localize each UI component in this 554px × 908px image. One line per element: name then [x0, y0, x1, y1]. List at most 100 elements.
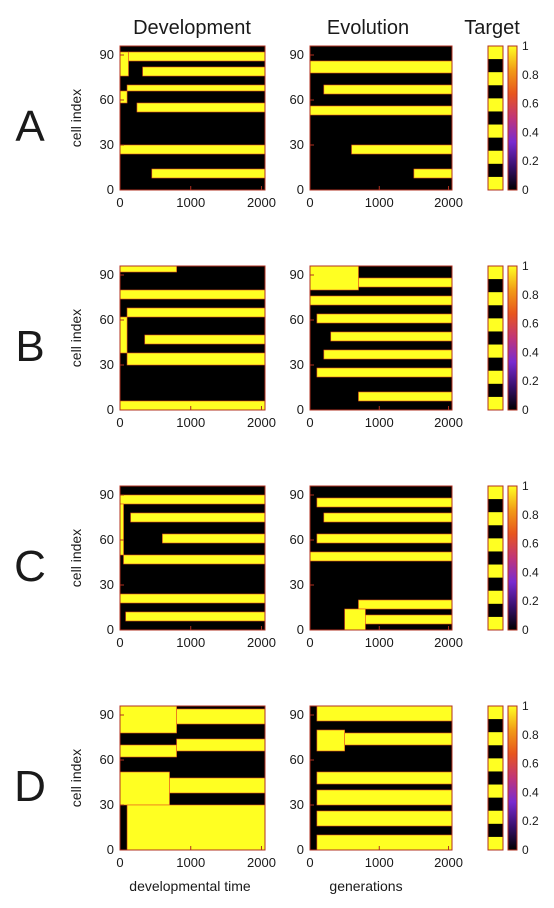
development-ytick-label: 0	[107, 622, 114, 637]
xlabel-development: developmental time	[129, 878, 251, 894]
panel-letter: D	[14, 762, 46, 811]
evolution-xtick-label: 2000	[434, 415, 463, 430]
evolution-ytick-label: 30	[290, 137, 304, 152]
development-ytick-label: 90	[100, 707, 114, 722]
development-xtick-label: 0	[116, 195, 123, 210]
evolution-ytick-label: 30	[290, 797, 304, 812]
development-xtick-label: 0	[116, 415, 123, 430]
evolution-heatmap-band	[316, 834, 453, 851]
evolution-xtick-label: 1000	[365, 195, 394, 210]
development-ytick-label: 0	[107, 402, 114, 417]
target-frame	[487, 705, 504, 851]
development-ytick-label: 30	[100, 357, 114, 372]
development-heatmap-band	[119, 771, 170, 806]
colorbar-tick-label: 0.6	[522, 537, 539, 551]
target-stripe	[488, 810, 503, 825]
evolution-heatmap-band	[316, 789, 453, 806]
development-ytick-label: 30	[100, 577, 114, 592]
evolution-ytick-label: 0	[297, 402, 304, 417]
target-stripe	[488, 538, 503, 552]
ylabel: cell index	[68, 529, 84, 587]
evolution-xtick-label: 0	[306, 635, 313, 650]
evolution-heatmap-band	[413, 168, 453, 179]
development-heatmap-band	[169, 777, 266, 794]
evolution-heatmap-band	[316, 705, 453, 722]
colorbar	[507, 265, 518, 411]
development-ytick-label: 0	[107, 182, 114, 197]
target-stripe	[488, 46, 503, 60]
development-heatmap-band	[119, 400, 266, 411]
development-ytick-label: 0	[107, 842, 114, 857]
target-stripe	[488, 370, 503, 385]
evolution-xtick-label: 2000	[434, 855, 463, 870]
target-stripe	[488, 797, 503, 812]
colorbar-tick-label: 1	[522, 259, 529, 273]
target-stripe	[488, 318, 503, 332]
colorbar-tick-label: 0.2	[522, 154, 539, 168]
target-stripe	[488, 98, 503, 112]
development-xtick-label: 1000	[176, 195, 205, 210]
evolution-ytick-label: 90	[290, 267, 304, 282]
evolution-xtick-label: 0	[306, 415, 313, 430]
development-ytick-label: 90	[100, 47, 114, 62]
development-heatmap-band	[119, 90, 128, 104]
development-heatmap-band	[126, 804, 266, 851]
evolution-ytick-label: 60	[290, 312, 304, 327]
evolution-xtick-label: 1000	[365, 635, 394, 650]
target-stripe	[488, 85, 503, 99]
evolution-xtick-label: 0	[306, 195, 313, 210]
target-stripe	[488, 784, 503, 798]
colorbar-tick-label: 0	[522, 623, 529, 637]
development-ytick-label: 60	[100, 532, 114, 547]
evolution-heatmap-band	[316, 533, 453, 544]
column-title-development: Development	[133, 17, 251, 39]
evolution-heatmap-band	[351, 144, 453, 155]
colorbar-tick-label: 0.2	[522, 374, 539, 388]
target-stripe	[488, 577, 503, 592]
target-stripe	[488, 266, 503, 280]
ylabel: cell index	[68, 89, 84, 147]
ylabel: cell index	[68, 309, 84, 367]
evolution-heatmap-band	[323, 84, 453, 95]
colorbar-tick-label: 0.2	[522, 594, 539, 608]
target-frame	[487, 45, 504, 191]
target-stripe	[488, 706, 503, 720]
colorbar-tick-label: 0.8	[522, 68, 539, 82]
evolution-heatmap-band	[316, 313, 453, 324]
colorbar-tick-label: 1	[522, 479, 529, 493]
target-stripe	[488, 499, 503, 513]
evolution-heatmap-band	[309, 105, 453, 116]
development-heatmap-band	[119, 265, 177, 273]
target-stripe	[488, 124, 503, 138]
development-ytick-label: 60	[100, 92, 114, 107]
evolution-heatmap-band	[358, 391, 453, 402]
development-heatmap-frame	[119, 45, 266, 191]
target-stripe	[488, 590, 503, 605]
development-heatmap-band	[128, 51, 266, 62]
target-stripe	[488, 486, 503, 500]
development-heatmap-band	[176, 738, 266, 752]
evolution-heatmap-band	[323, 512, 453, 523]
development-ytick-label: 90	[100, 267, 114, 282]
evolution-ytick-label: 60	[290, 532, 304, 547]
colorbar-tick-label: 1	[522, 39, 529, 53]
target-stripe	[488, 279, 503, 293]
target-stripe	[488, 137, 503, 152]
target-stripe	[488, 331, 503, 345]
evolution-xtick-label: 2000	[434, 635, 463, 650]
evolution-heatmap-frame	[309, 45, 453, 191]
target-stripe	[488, 72, 503, 86]
evolution-ytick-label: 0	[297, 842, 304, 857]
target-stripe	[488, 305, 503, 319]
evolution-heatmap-band	[309, 60, 453, 74]
target-stripe	[488, 823, 503, 838]
development-heatmap-band	[119, 744, 177, 758]
development-ytick-label: 60	[100, 752, 114, 767]
colorbar-tick-label: 0.2	[522, 814, 539, 828]
colorbar-tick-label: 0	[522, 183, 529, 197]
evolution-heatmap-band	[365, 614, 453, 625]
development-heatmap-band	[130, 512, 266, 523]
evolution-ytick-label: 30	[290, 577, 304, 592]
